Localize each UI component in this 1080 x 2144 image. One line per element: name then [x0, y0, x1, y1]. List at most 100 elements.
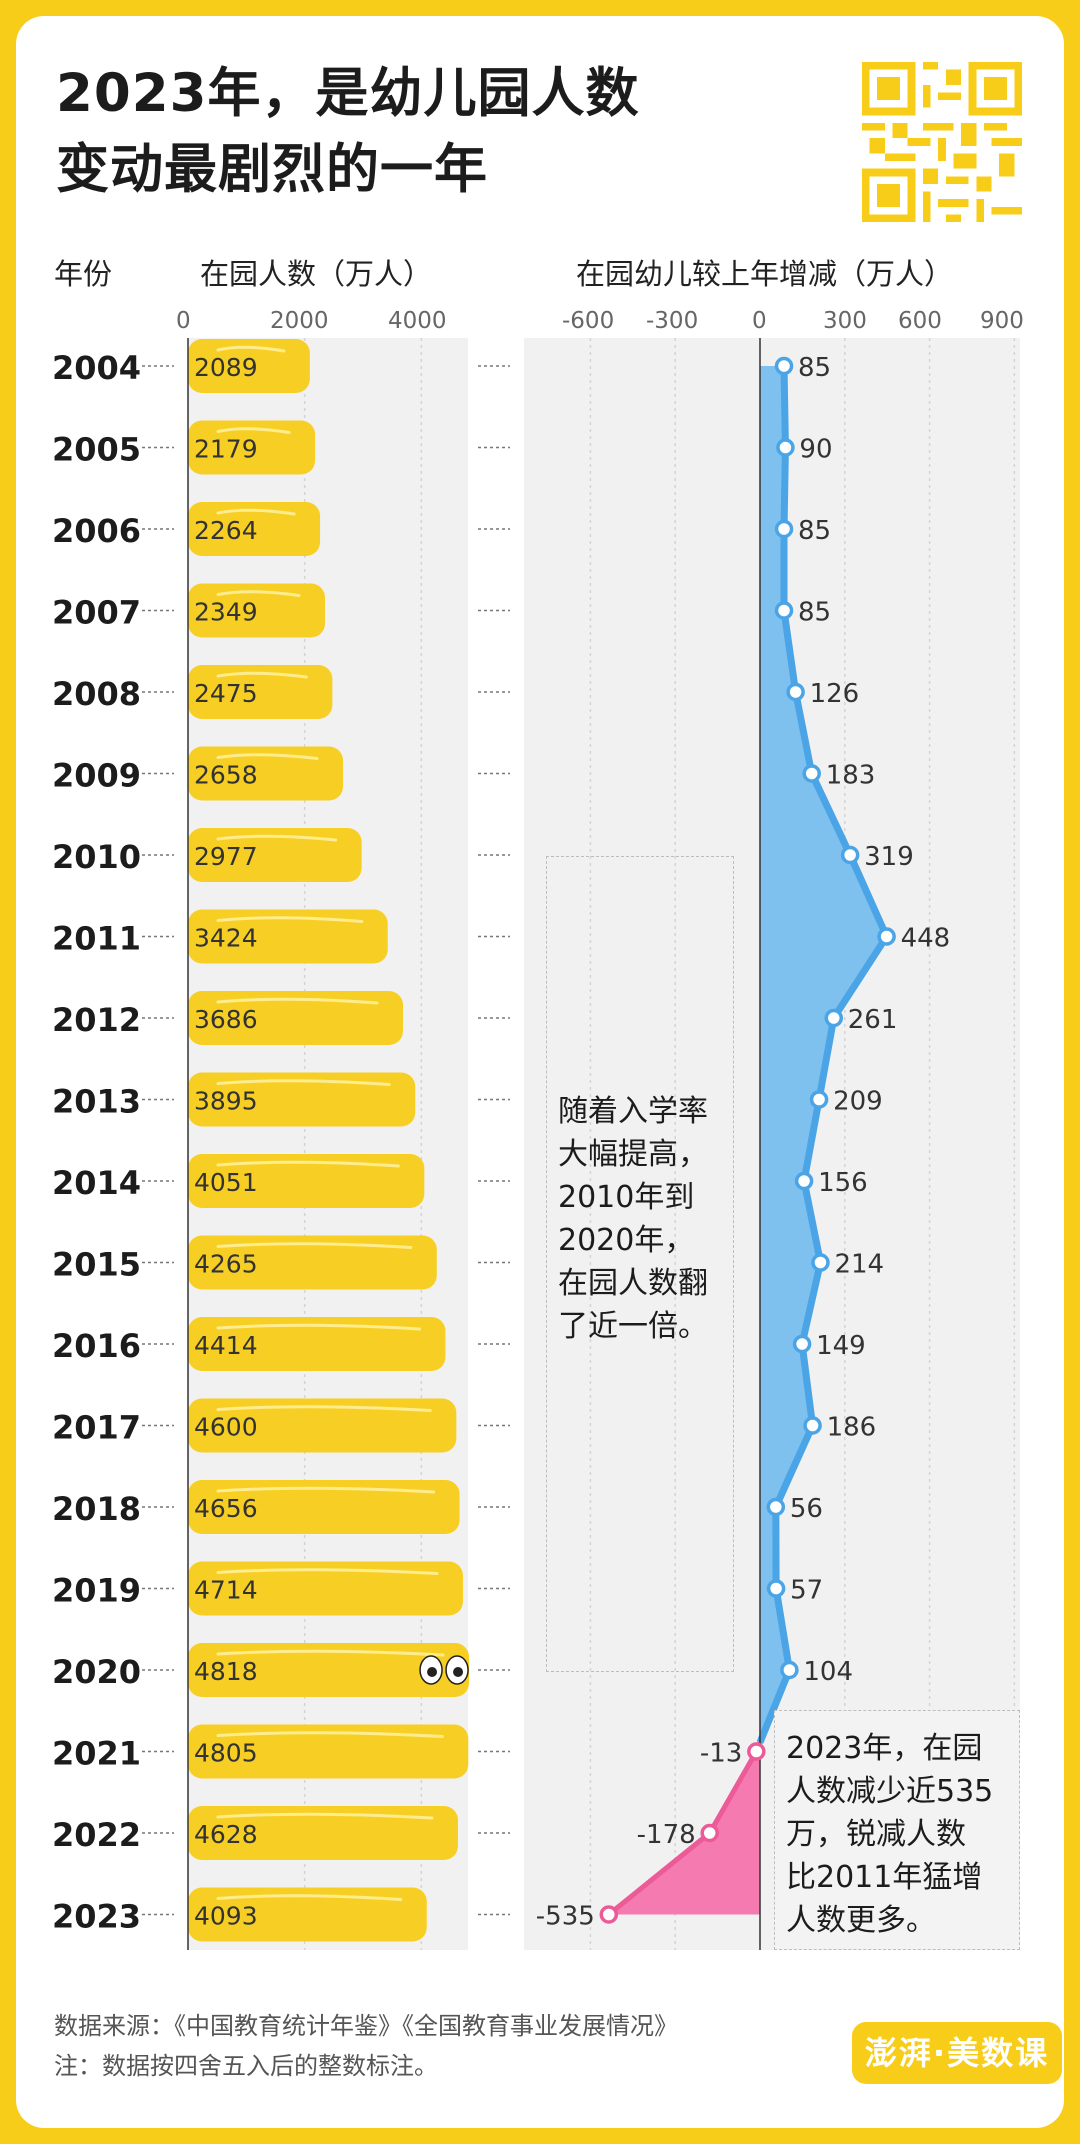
- change-point: [877, 927, 896, 946]
- year-label: 2017: [52, 1409, 141, 1447]
- bar-highlight: [216, 1649, 445, 1657]
- year-label: 2021: [52, 1735, 141, 1773]
- year-label: 2015: [52, 1246, 141, 1284]
- year-label: 2012: [52, 1001, 141, 1039]
- right-note-line: 人数减少近535: [786, 1774, 994, 1809]
- bar-highlight: [216, 1160, 400, 1168]
- enrollment-bar: [188, 583, 326, 638]
- enrollment-bar: [188, 1724, 469, 1779]
- enrollment-value-label: 2349: [194, 598, 258, 627]
- left-note-line: 随着入学率: [558, 1094, 708, 1129]
- year-label: 2009: [52, 757, 141, 795]
- left-tick-4000: 4000: [388, 308, 447, 334]
- enrollment-bar: [188, 502, 321, 556]
- page-title: 2023年，是幼儿园人数 变动最剧烈的一年: [56, 56, 640, 208]
- change-point: [794, 1171, 814, 1191]
- left-note-line: 了近一倍。: [558, 1309, 708, 1344]
- change-point: [776, 438, 795, 457]
- data-source: 数据来源：《中国教育统计年鉴》《全国教育事业发展情况》: [54, 2012, 678, 2040]
- change-value-label: 448: [901, 924, 951, 954]
- enrollment-value-label: 4628: [194, 1820, 258, 1849]
- change-value-label: 319: [864, 842, 914, 872]
- enrollment-bar: [188, 1398, 457, 1453]
- left-annotation: 随着入学率 大幅提高， 2010年到 2020年， 在园人数翻 了近一倍。: [558, 1090, 728, 1348]
- change-header: 在园幼儿较上年增减（万人）: [576, 257, 954, 291]
- enrollment-value-label: 4414: [194, 1331, 258, 1360]
- bar-highlight: [216, 1731, 444, 1738]
- enrollment-value-label: 4600: [194, 1413, 258, 1442]
- change-value-label: 149: [816, 1331, 866, 1361]
- year-label: 2020: [52, 1653, 141, 1691]
- change-value-label: 209: [833, 1087, 883, 1117]
- enrollment-bar: [188, 665, 333, 719]
- enrollment-bar: [188, 991, 404, 1045]
- bar-highlight: [216, 1486, 436, 1494]
- title-line-1: 2023年，是幼儿园人数: [56, 63, 640, 124]
- bar-highlight: [216, 834, 338, 842]
- bar-highlight: [216, 753, 319, 760]
- bar-highlight: [216, 1323, 421, 1331]
- enrollment-header: 在园人数（万人）: [200, 257, 433, 291]
- change-value-label: 56: [790, 1494, 823, 1524]
- enrollment-bar: [188, 339, 310, 393]
- left-tick-0: 0: [176, 308, 191, 334]
- change-value-label: 57: [790, 1576, 823, 1606]
- change-point: [786, 682, 805, 702]
- enrollment-bar: [188, 746, 344, 801]
- bar-highlight: [216, 1242, 413, 1249]
- year-column-header: 年份: [54, 257, 113, 291]
- left-note-line: 2010年到: [558, 1180, 695, 1215]
- change-value-label: 156: [818, 1168, 868, 1198]
- bar-highlight: [216, 916, 364, 923]
- positive-change-line: [756, 365, 891, 1744]
- negative-change-area: [608, 1742, 760, 1915]
- enrollment-value-label: 4805: [194, 1739, 258, 1768]
- bar-highlight: [216, 427, 291, 434]
- right-tick-300: 300: [823, 308, 867, 334]
- right-tick-900: 900: [980, 308, 1024, 334]
- left-annotation-box: [546, 856, 734, 1672]
- change-point: [766, 1579, 786, 1598]
- right-note-line: 比2011年猛增: [786, 1860, 983, 1895]
- change-value-label: 261: [848, 1005, 898, 1035]
- bar-highlight: [216, 1405, 432, 1412]
- right-note-line: 万，锐减人数: [786, 1817, 966, 1852]
- footnote: 注：数据按四舍五入后的整数标注。: [54, 2052, 438, 2080]
- right-tick-neg300: -300: [646, 308, 699, 334]
- right-note-line: 2023年，在园: [786, 1731, 983, 1766]
- enrollment-bar: [188, 1072, 416, 1127]
- qr-code-icon: [862, 62, 1022, 222]
- enrollment-bar: [188, 909, 388, 964]
- enrollment-bar: [188, 1480, 460, 1534]
- bar-highlight: [216, 345, 286, 353]
- change-point: [840, 845, 860, 865]
- enrollment-value-label: 4656: [194, 1494, 258, 1523]
- right-tick-600: 600: [898, 308, 942, 334]
- change-value-label: 186: [827, 1413, 877, 1443]
- change-value-label: -178: [637, 1820, 696, 1850]
- year-label: 2007: [52, 594, 141, 632]
- change-value-label: 85: [798, 598, 831, 628]
- bar-highlight: [216, 508, 296, 516]
- right-tick-neg600: -600: [562, 308, 615, 334]
- enrollment-value-label: 3424: [194, 924, 258, 953]
- bar-highlight: [216, 1568, 439, 1575]
- enrollment-bar: [188, 1317, 446, 1371]
- change-point: [774, 601, 794, 620]
- year-label: 2023: [52, 1898, 141, 1936]
- enrollment-value-label: 4818: [194, 1657, 258, 1686]
- enrollment-value-label: 4714: [194, 1576, 258, 1605]
- change-point: [792, 1334, 812, 1354]
- brand-logo: 澎湃·美数课: [852, 2022, 1062, 2084]
- positive-change-area: [760, 366, 887, 1743]
- year-label: 2016: [52, 1327, 141, 1365]
- enrollment-bar: [188, 1154, 425, 1208]
- change-point: [599, 1905, 619, 1924]
- enrollment-value-label: 2179: [194, 435, 258, 464]
- change-value-label: 104: [803, 1657, 853, 1687]
- enrollment-value-label: 2977: [194, 842, 258, 871]
- change-value-label: 85: [798, 353, 831, 383]
- enrollment-value-label: 2264: [194, 516, 258, 545]
- bar-highlight: [216, 590, 301, 597]
- change-point: [766, 1497, 786, 1517]
